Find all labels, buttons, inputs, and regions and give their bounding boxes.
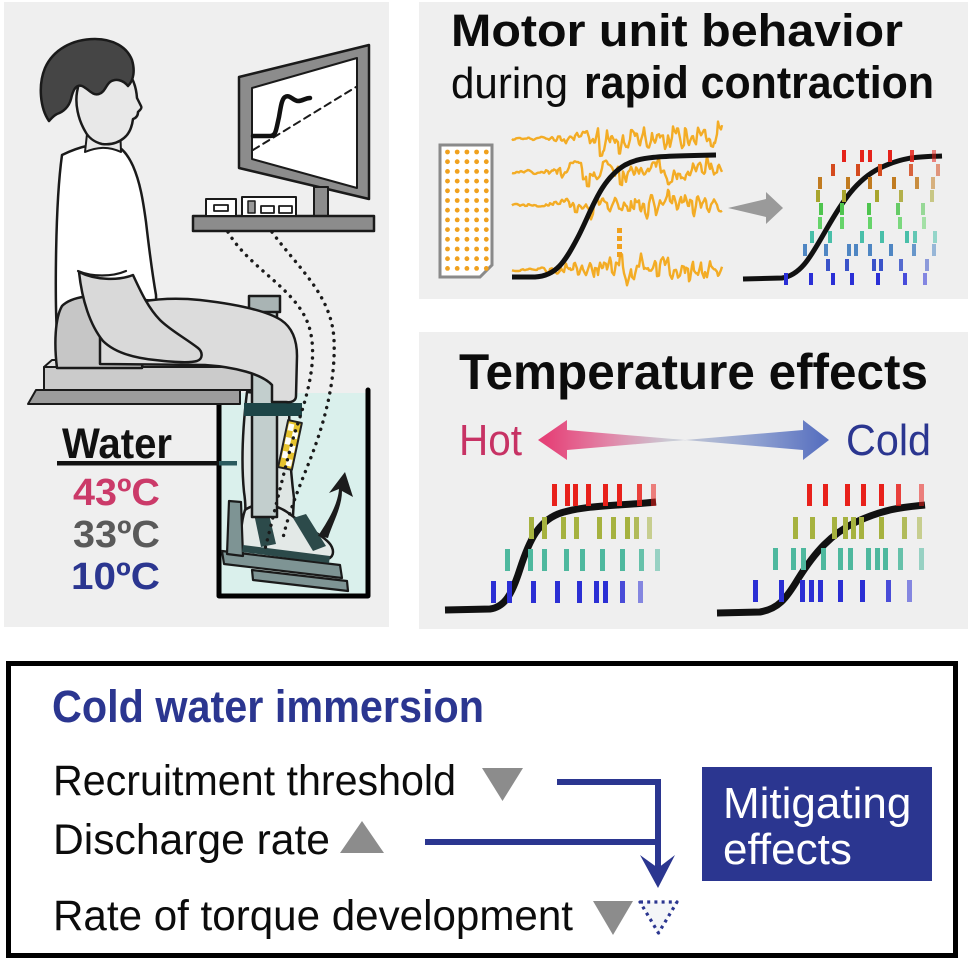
svg-text:33ºC: 33ºC [73, 514, 160, 556]
svg-text:43ºC: 43ºC [73, 472, 160, 514]
svg-text:10ºC: 10ºC [71, 556, 160, 598]
svg-text:effects: effects [723, 825, 852, 874]
svg-text:Temperature effects: Temperature effects [459, 344, 928, 400]
svg-text:rapid contraction: rapid contraction [584, 57, 934, 108]
svg-text:Mitigating: Mitigating [723, 779, 911, 828]
svg-text:Recruitment threshold: Recruitment threshold [53, 757, 456, 805]
svg-text:Motor unit behavior: Motor unit behavior [451, 5, 903, 56]
svg-text:Cold: Cold [846, 416, 931, 465]
svg-text:Discharge rate: Discharge rate [53, 816, 330, 864]
svg-text:Water: Water [62, 420, 172, 468]
svg-text:Rate of torque development: Rate of torque development [53, 892, 573, 940]
svg-text:Hot: Hot [459, 416, 522, 465]
svg-text:Cold water immersion: Cold water immersion [52, 681, 484, 732]
svg-text:during: during [451, 59, 568, 108]
